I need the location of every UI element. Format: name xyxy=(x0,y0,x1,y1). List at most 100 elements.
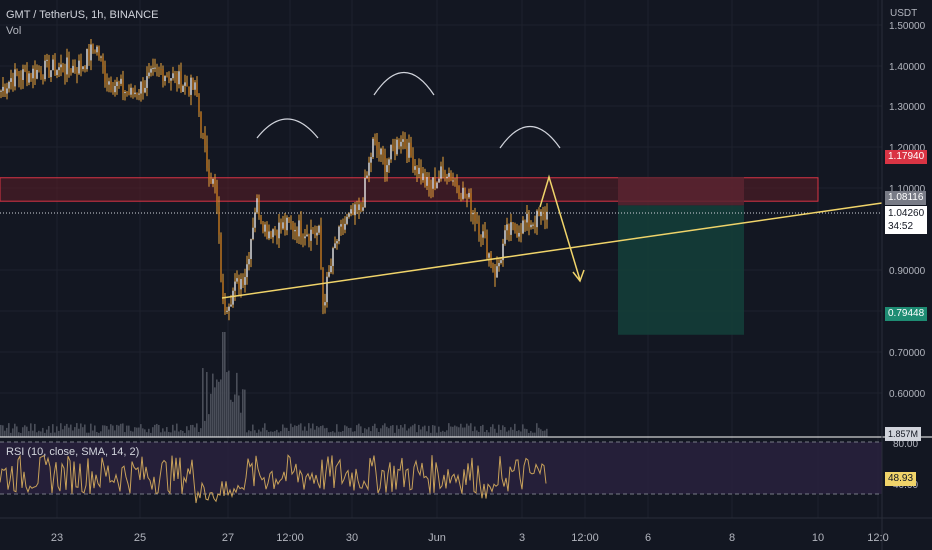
volume-bar xyxy=(154,424,156,437)
volume-bar xyxy=(366,429,368,437)
candle-body xyxy=(170,78,172,81)
volume-bar xyxy=(118,425,120,437)
candle-body xyxy=(352,209,354,216)
candle-body xyxy=(218,206,220,235)
volume-bar xyxy=(406,430,408,437)
volume-bar xyxy=(250,431,252,437)
candle-body xyxy=(428,177,430,187)
volume-bar xyxy=(520,431,522,437)
volume-bar xyxy=(192,424,194,437)
volume-bar xyxy=(544,430,546,437)
volume-bar xyxy=(428,425,430,437)
volume-bar xyxy=(32,430,34,437)
volume-bar xyxy=(364,428,366,437)
candle-body xyxy=(272,229,274,238)
volume-bar xyxy=(246,432,248,437)
volume-bar xyxy=(172,424,174,437)
candle-body xyxy=(74,65,76,71)
candle-body xyxy=(322,268,324,306)
candle-body xyxy=(476,221,478,223)
candle-body xyxy=(466,196,468,198)
time-tick-label: 30 xyxy=(346,532,358,544)
volume-bar xyxy=(160,432,162,437)
volume-bar xyxy=(332,431,334,437)
volume-bar xyxy=(372,425,374,437)
price-tick-label: 1.50000 xyxy=(889,21,926,32)
candle-body xyxy=(478,222,480,235)
volume-bar xyxy=(546,428,548,437)
time-tick-label: 25 xyxy=(134,532,146,544)
volume-bar xyxy=(198,431,200,437)
symbol-title[interactable]: GMT / TetherUS, 1h, BINANCE xyxy=(6,9,159,21)
volume-bar xyxy=(524,428,526,437)
volume-bar xyxy=(144,429,146,437)
candle-body xyxy=(270,231,272,238)
volume-bar xyxy=(28,431,30,437)
candle-body xyxy=(302,237,304,239)
volume-bar xyxy=(48,426,50,437)
candle-body xyxy=(292,223,294,232)
volume-bar xyxy=(354,431,356,437)
volume-bar xyxy=(436,432,438,437)
candle-body xyxy=(368,162,370,176)
volume-bar xyxy=(294,425,296,437)
volume-bar xyxy=(26,426,28,437)
candle-body xyxy=(164,76,166,82)
volume-bar xyxy=(174,430,176,437)
volume-bar xyxy=(370,431,372,437)
volume-bar xyxy=(290,423,292,437)
volume-bar xyxy=(156,423,158,437)
candle-body xyxy=(62,64,64,73)
candle-body xyxy=(98,46,100,58)
candle-body xyxy=(436,182,438,189)
volume-bar xyxy=(280,431,282,437)
rsi-label[interactable]: RSI (10, close, SMA, 14, 2) xyxy=(6,446,140,458)
rsi-tick-label: 80.00 xyxy=(893,439,918,450)
candle-body xyxy=(174,73,176,75)
volume-bar xyxy=(244,389,246,437)
volume-tag: 1.857M xyxy=(885,427,922,441)
candle-body xyxy=(518,232,520,237)
candle-body xyxy=(430,186,432,189)
candle-body xyxy=(524,220,526,223)
volume-bar xyxy=(44,432,46,437)
volume-bar xyxy=(304,426,306,437)
candle-body xyxy=(0,90,2,92)
volume-bar xyxy=(194,427,196,437)
volume-bar xyxy=(18,432,20,437)
time-tick-label: 12:00 xyxy=(276,532,304,544)
volume-bar xyxy=(116,424,118,437)
candle-body xyxy=(182,85,184,92)
candle-body xyxy=(406,147,408,158)
candle-body xyxy=(338,226,340,242)
candle-body xyxy=(356,204,358,211)
volume-bar xyxy=(184,432,186,437)
volume-bar xyxy=(308,423,310,437)
volume-bar xyxy=(136,427,138,437)
candle-body xyxy=(46,59,48,61)
candle-body xyxy=(468,193,470,198)
rsi-pane xyxy=(0,436,932,519)
volume-bar xyxy=(182,430,184,437)
candle-body xyxy=(146,76,148,88)
volume-bar xyxy=(64,425,66,437)
candle-body xyxy=(504,230,506,244)
candle-body xyxy=(82,66,84,70)
candle-body xyxy=(450,173,452,181)
volume-bar xyxy=(410,426,412,437)
candle-body xyxy=(418,167,420,174)
volume-bar xyxy=(466,423,468,437)
volume-bar xyxy=(238,395,240,437)
volume-bar xyxy=(256,432,258,437)
candle-body xyxy=(124,92,126,94)
volume-bar xyxy=(6,427,8,437)
volume-bar xyxy=(4,430,6,437)
volume-bar xyxy=(536,423,538,437)
candle-body xyxy=(464,187,466,197)
candle-body xyxy=(500,260,502,263)
time-tick-label: 8 xyxy=(729,532,735,544)
candle-body xyxy=(104,65,106,83)
candle-body xyxy=(100,56,102,58)
volume-bar xyxy=(66,423,68,437)
